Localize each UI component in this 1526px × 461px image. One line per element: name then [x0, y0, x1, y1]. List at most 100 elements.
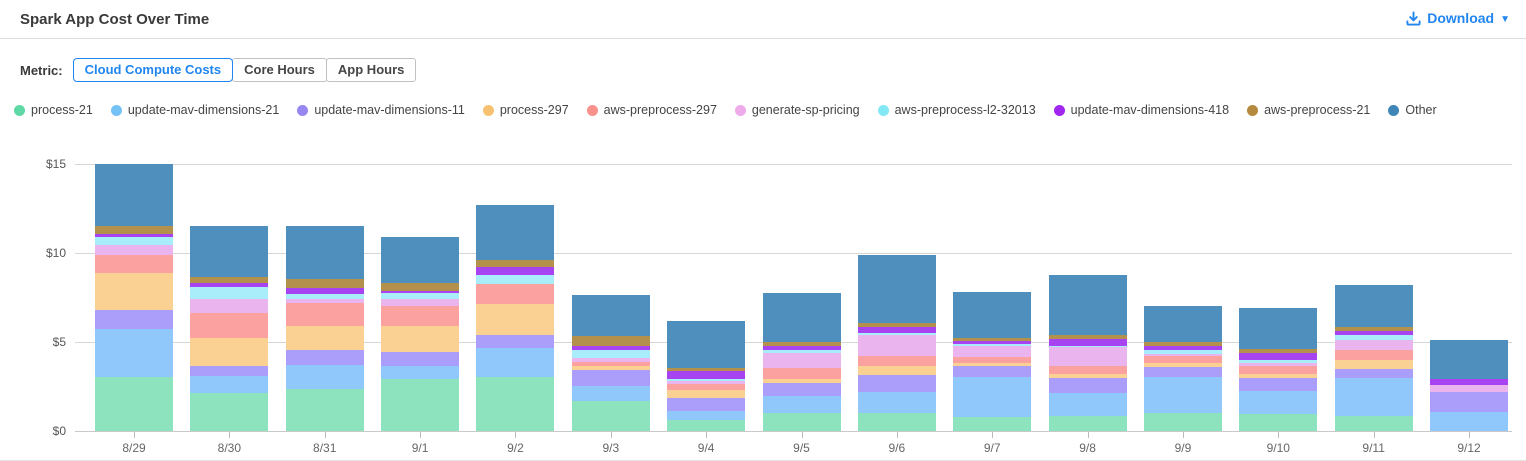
bar-segment-aws-preprocess-297[interactable]: [1048, 365, 1127, 374]
legend-item-process-21[interactable]: process-21: [14, 103, 93, 117]
bar-segment-generate-sp-pricing[interactable]: [285, 298, 364, 304]
bar-segment-process-297[interactable]: [95, 272, 173, 310]
bar-segment-other[interactable]: [1430, 340, 1508, 380]
bar-segment-aws-preprocess-l2-32013[interactable]: [190, 286, 269, 299]
bar-segment-aws-preprocess-21[interactable]: [857, 322, 936, 327]
bar-9-6[interactable]: [857, 254, 936, 431]
bar-segment-aws-preprocess-l2-32013[interactable]: [381, 293, 460, 299]
bar-9-5[interactable]: [762, 292, 841, 431]
bar-9-4[interactable]: [667, 320, 746, 431]
bar-segment-process-297[interactable]: [1334, 360, 1413, 369]
bar-segment-process-21[interactable]: [95, 377, 173, 431]
bar-segment-update-mav-dimensions-21[interactable]: [285, 364, 364, 389]
bar-segment-process-21[interactable]: [571, 401, 650, 431]
bar-segment-update-mav-dimensions-21[interactable]: [1143, 377, 1222, 414]
bar-segment-process-21[interactable]: [953, 417, 1032, 431]
bar-segment-aws-preprocess-297[interactable]: [1334, 349, 1413, 361]
bar-segment-generate-sp-pricing[interactable]: [667, 380, 746, 384]
bar-segment-generate-sp-pricing[interactable]: [1048, 347, 1127, 366]
bar-segment-process-297[interactable]: [857, 365, 936, 375]
bar-segment-update-mav-dimensions-11[interactable]: [1239, 378, 1318, 391]
bar-segment-aws-preprocess-l2-32013[interactable]: [476, 274, 555, 285]
bar-segment-update-mav-dimensions-418[interactable]: [857, 326, 936, 333]
bar-segment-update-mav-dimensions-418[interactable]: [190, 283, 269, 287]
bar-segment-update-mav-dimensions-11[interactable]: [762, 383, 841, 397]
bar-segment-process-21[interactable]: [476, 376, 555, 431]
bar-segment-aws-preprocess-297[interactable]: [95, 254, 173, 273]
bar-9-12[interactable]: [1430, 340, 1508, 431]
bar-segment-aws-preprocess-l2-32013[interactable]: [1239, 360, 1318, 364]
bar-segment-update-mav-dimensions-21[interactable]: [667, 410, 746, 421]
bar-segment-aws-preprocess-l2-32013[interactable]: [762, 349, 841, 353]
legend-item-aws-preprocess-297[interactable]: aws-preprocess-297: [586, 103, 717, 117]
bar-segment-aws-preprocess-21[interactable]: [571, 335, 650, 346]
bar-segment-generate-sp-pricing[interactable]: [571, 358, 650, 362]
bar-segment-aws-preprocess-21[interactable]: [953, 337, 1032, 342]
bar-segment-aws-preprocess-l2-32013[interactable]: [1143, 350, 1222, 354]
bar-9-11[interactable]: [1334, 285, 1413, 431]
bar-segment-update-mav-dimensions-11[interactable]: [1048, 378, 1127, 394]
bar-segment-update-mav-dimensions-21[interactable]: [1239, 390, 1318, 415]
bar-segment-generate-sp-pricing[interactable]: [762, 352, 841, 369]
metric-tab-cloud-compute-costs[interactable]: Cloud Compute Costs: [72, 58, 234, 82]
bar-segment-update-mav-dimensions-21[interactable]: [1430, 411, 1508, 431]
bar-segment-process-21[interactable]: [285, 389, 364, 431]
bar-segment-generate-sp-pricing[interactable]: [1143, 353, 1222, 357]
bar-segment-generate-sp-pricing[interactable]: [190, 298, 269, 313]
bar-segment-update-mav-dimensions-21[interactable]: [1048, 393, 1127, 417]
bar-segment-update-mav-dimensions-21[interactable]: [953, 377, 1032, 418]
legend-item-other[interactable]: Other: [1388, 103, 1437, 117]
bar-9-7[interactable]: [953, 292, 1032, 431]
bar-segment-process-297[interactable]: [1239, 373, 1318, 379]
legend-item-aws-preprocess-21[interactable]: aws-preprocess-21: [1247, 103, 1370, 117]
bar-segment-update-mav-dimensions-11[interactable]: [190, 365, 269, 376]
bar-9-10[interactable]: [1239, 308, 1318, 431]
bar-segment-update-mav-dimensions-418[interactable]: [571, 345, 650, 350]
bar-segment-update-mav-dimensions-418[interactable]: [762, 346, 841, 350]
bar-segment-aws-preprocess-297[interactable]: [381, 306, 460, 327]
bar-segment-aws-preprocess-297[interactable]: [571, 361, 650, 366]
bar-segment-aws-preprocess-l2-32013[interactable]: [571, 349, 650, 359]
bar-segment-update-mav-dimensions-21[interactable]: [381, 366, 460, 380]
bar-segment-process-297[interactable]: [190, 337, 269, 366]
legend-item-update-mav-dimensions-11[interactable]: update-mav-dimensions-11: [297, 103, 465, 117]
bar-segment-aws-preprocess-297[interactable]: [1143, 356, 1222, 364]
bar-segment-aws-preprocess-297[interactable]: [285, 303, 364, 327]
bar-segment-process-21[interactable]: [667, 420, 746, 431]
bar-segment-process-297[interactable]: [1048, 373, 1127, 379]
bar-segment-process-21[interactable]: [1239, 414, 1318, 431]
bar-segment-other[interactable]: [95, 164, 173, 226]
bar-segment-update-mav-dimensions-21[interactable]: [762, 396, 841, 414]
bar-segment-update-mav-dimensions-21[interactable]: [476, 347, 555, 377]
bar-segment-update-mav-dimensions-418[interactable]: [285, 288, 364, 295]
legend-item-update-mav-dimensions-21[interactable]: update-mav-dimensions-21: [110, 103, 279, 117]
bar-segment-process-297[interactable]: [285, 326, 364, 350]
bar-segment-update-mav-dimensions-418[interactable]: [1334, 331, 1413, 336]
metric-tab-app-hours[interactable]: App Hours: [325, 58, 417, 82]
bar-segment-update-mav-dimensions-11[interactable]: [285, 349, 364, 365]
bar-segment-process-297[interactable]: [381, 326, 460, 352]
bar-segment-update-mav-dimensions-11[interactable]: [1430, 392, 1508, 412]
bar-9-2[interactable]: [476, 205, 555, 431]
bar-segment-other[interactable]: [667, 320, 746, 369]
bar-segment-update-mav-dimensions-418[interactable]: [476, 267, 555, 275]
bar-8-30[interactable]: [190, 226, 269, 431]
bar-segment-other[interactable]: [1334, 285, 1413, 328]
bar-segment-process-21[interactable]: [1048, 416, 1127, 431]
bar-segment-update-mav-dimensions-11[interactable]: [857, 374, 936, 392]
bar-segment-generate-sp-pricing[interactable]: [95, 244, 173, 255]
bar-segment-aws-preprocess-21[interactable]: [285, 279, 364, 289]
bar-segment-aws-preprocess-l2-32013[interactable]: [285, 294, 364, 299]
bar-segment-aws-preprocess-l2-32013[interactable]: [953, 343, 1032, 347]
bar-segment-aws-preprocess-297[interactable]: [190, 312, 269, 338]
bar-segment-process-297[interactable]: [1143, 363, 1222, 368]
bar-segment-aws-preprocess-21[interactable]: [95, 225, 173, 234]
bar-segment-aws-preprocess-l2-32013[interactable]: [667, 378, 746, 381]
bar-segment-aws-preprocess-21[interactable]: [1334, 327, 1413, 332]
bar-segment-aws-preprocess-297[interactable]: [857, 356, 936, 366]
bar-segment-generate-sp-pricing[interactable]: [857, 335, 936, 357]
bar-segment-aws-preprocess-297[interactable]: [953, 357, 1032, 364]
bar-segment-aws-preprocess-21[interactable]: [762, 342, 841, 347]
bar-segment-update-mav-dimensions-11[interactable]: [476, 334, 555, 348]
bar-9-9[interactable]: [1143, 305, 1222, 431]
